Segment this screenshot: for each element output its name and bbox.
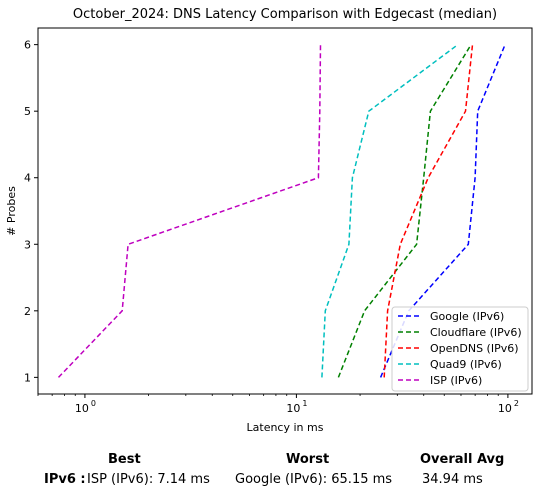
legend-label: OpenDNS (IPv6) (430, 342, 519, 355)
series-line (383, 44, 474, 378)
x-tick-exponent: 1 (302, 399, 307, 408)
summary-worst-header: Worst (286, 452, 330, 467)
legend: Google (IPv6) Cloudflare (IPv6) OpenDNS (I… (391, 306, 529, 392)
y-axis-label: # Probes (5, 186, 18, 236)
chart-title: October_2024: DNS Latency Comparison wit… (73, 7, 497, 22)
x-tick-label: 10 (498, 402, 512, 415)
y-tick-label: 2 (24, 305, 31, 318)
x-axis: 10 0 10 1 10 2 (37, 394, 519, 415)
x-tick-exponent: 2 (514, 399, 519, 408)
x-tick-exponent: 0 (91, 399, 96, 408)
legend-items: Google (IPv6) Cloudflare (IPv6) OpenDNS (I… (398, 310, 522, 387)
y-axis: 1 2 3 4 5 6 (24, 39, 38, 384)
summary-worst-value: Google (IPv6): 65.15 ms (235, 472, 393, 487)
summary-avg-header: Overall Avg (420, 452, 505, 467)
series-line (321, 43, 459, 378)
legend-label: ISP (IPv6) (430, 374, 482, 387)
x-axis-label: Latency in ms (247, 421, 324, 434)
series-line (337, 44, 472, 378)
y-tick-label: 3 (24, 238, 31, 251)
latency-chart: October_2024: DNS Latency Comparison wit… (5, 7, 533, 434)
series-line (57, 44, 322, 378)
legend-box (391, 306, 529, 392)
summary-row-label: IPv6 : (44, 472, 86, 487)
y-tick-label: 1 (24, 371, 31, 384)
y-tick-label: 5 (24, 105, 31, 118)
plot-area (37, 27, 533, 395)
y-tick-label: 6 (24, 39, 31, 52)
x-tick-label: 10 (75, 402, 89, 415)
summary-best-value: ISP (IPv6): 7.14 ms (87, 472, 210, 487)
legend-label: Cloudflare (IPv6) (430, 326, 522, 339)
legend-label: Google (IPv6) (430, 310, 504, 323)
summary-avg-value: 34.94 ms (422, 472, 483, 487)
y-tick-label: 4 (24, 172, 31, 185)
x-tick-label: 10 (286, 402, 300, 415)
legend-label: Quad9 (IPv6) (430, 358, 502, 371)
summary-best-header: Best (108, 452, 141, 467)
